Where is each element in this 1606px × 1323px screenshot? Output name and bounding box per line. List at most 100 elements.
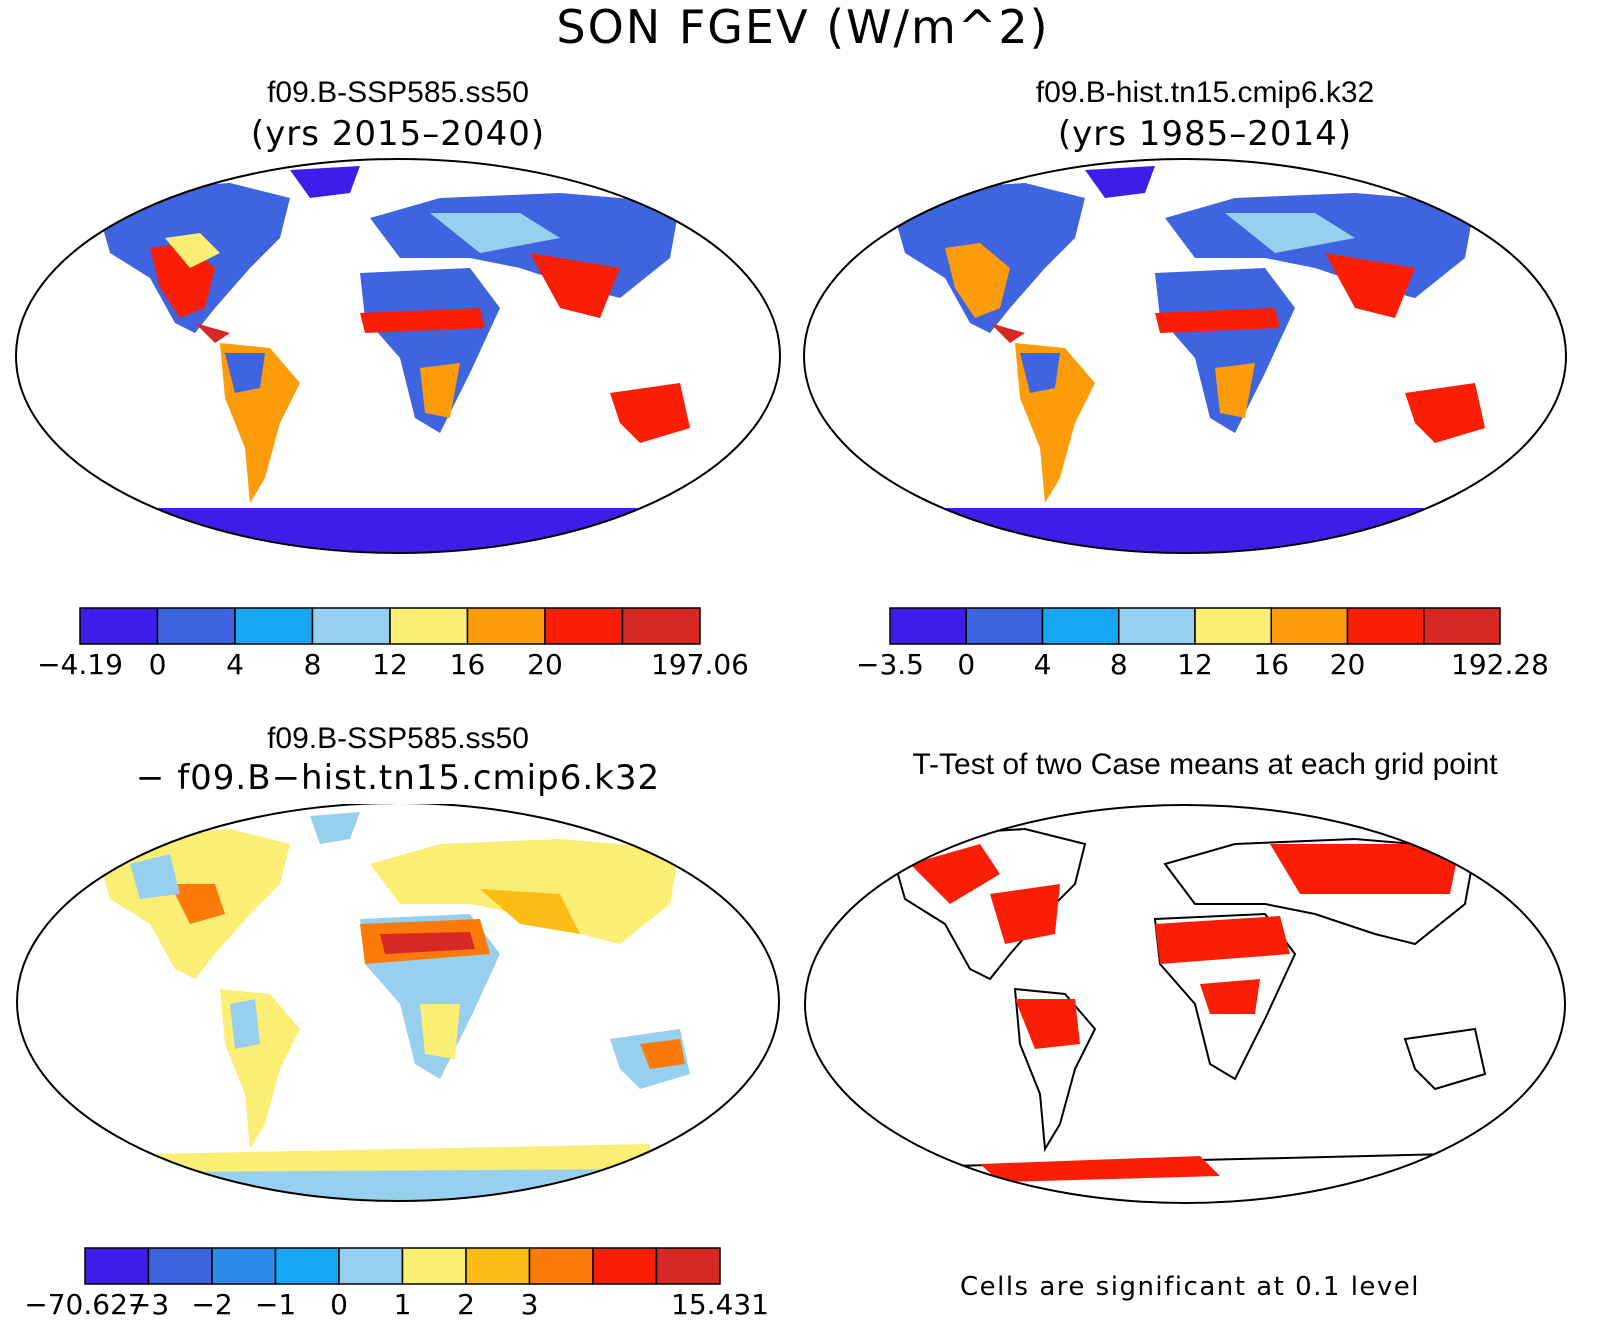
- map-panel-4: [804, 804, 1566, 1204]
- colorbar-swatch: [592, 1247, 658, 1285]
- colorbar-panel-2: −3.5 0 4 8 12 16 20 192.28: [856, 607, 1549, 681]
- land-sahel: [1155, 308, 1280, 333]
- land-central-america: [195, 323, 230, 343]
- colorbar-tick-label: 20: [1330, 648, 1366, 681]
- colorbar-swatch: [1423, 607, 1501, 645]
- colorbar-swatch: [84, 1247, 150, 1285]
- colorbar-tick-label: 12: [372, 648, 408, 681]
- colorbar-swatch: [544, 607, 624, 645]
- colorbar-tick-label: 0: [149, 648, 167, 681]
- colorbar-swatch: [1346, 607, 1425, 645]
- land-sahel: [360, 308, 485, 333]
- colorbar-tick-label: 2: [457, 1288, 475, 1321]
- colorbar-swatch: [1118, 607, 1196, 645]
- map-boundary: [804, 804, 1566, 1204]
- land-antarctica: [100, 508, 700, 553]
- panel-2-subtitle: (yrs 1985–2014): [1057, 114, 1353, 154]
- land-amazon: [1020, 353, 1060, 393]
- land-australia: [1405, 383, 1485, 443]
- sig-antarctica: [980, 1156, 1220, 1182]
- land-antarctica-coast: [150, 1144, 650, 1172]
- colorbar-tick-label: 15.431: [671, 1288, 769, 1321]
- panel-3-subtitle: − f09.B−hist.tn15.cmip6.k32: [135, 758, 661, 798]
- colorbar-panel-3: −70.627−3 −2 −1 0 1 2 3 15.431: [24, 1247, 769, 1321]
- colorbar-tick-label: 192.28: [1451, 648, 1549, 681]
- panel-2-title: f09.B-hist.tn15.cmip6.k32: [1035, 76, 1375, 109]
- colorbar-swatch: [311, 607, 391, 645]
- colorbar-swatch: [211, 1247, 277, 1285]
- map-panel-1: [15, 158, 781, 554]
- colorbar-swatch: [621, 607, 701, 645]
- colorbar-swatch: [465, 1247, 531, 1285]
- panel-4-title: T-Test of two Case means at each grid po…: [912, 748, 1498, 781]
- land-amazon: [225, 353, 265, 393]
- sig-north-america-north: [910, 844, 1000, 904]
- land-australia-warm: [640, 1039, 685, 1069]
- colorbar-swatch: [1270, 607, 1349, 645]
- sig-siberia: [1270, 844, 1460, 894]
- colorbar-tick-label: 8: [1110, 648, 1128, 681]
- colorbar-swatch: [1041, 607, 1120, 645]
- land-southern-africa: [1215, 363, 1255, 418]
- colorbar-swatch: [147, 1247, 213, 1285]
- land-southern-africa: [420, 363, 460, 418]
- colorbar-swatch: [528, 1247, 594, 1285]
- colorbar-tick-label: 16: [450, 648, 486, 681]
- colorbar-swatch: [234, 607, 314, 645]
- colorbar-tick-label: −4.19: [37, 648, 123, 681]
- colorbar-panel-1: −4.19 0 4 8 12 16 20 197.06: [37, 607, 749, 681]
- colorbar-swatch: [389, 607, 469, 645]
- colorbar-tick-label: 4: [1034, 648, 1052, 681]
- sig-central-africa: [1200, 979, 1260, 1014]
- significance-note: Cells are significant at 0.1 level: [959, 1272, 1421, 1302]
- land-australia: [610, 383, 690, 443]
- land-antarctica: [895, 508, 1495, 553]
- land-central-america: [990, 323, 1025, 343]
- land-south-america-cool: [230, 999, 260, 1049]
- land-greenland: [1085, 166, 1155, 198]
- colorbar-swatch: [1194, 607, 1272, 645]
- land-north-america-cool: [130, 854, 180, 899]
- land-middle-east: [480, 889, 580, 934]
- land-eurasia: [370, 839, 680, 944]
- map-panel-3: [16, 804, 780, 1202]
- colorbar-tick-label: 3: [521, 1288, 539, 1321]
- colorbar-tick-label: 12: [1177, 648, 1213, 681]
- map-boundary: [16, 804, 780, 1202]
- colorbar-tick-label: 1: [394, 1288, 412, 1321]
- land-eurasia-mid: [430, 213, 560, 253]
- colorbar-tick-label: 20: [527, 648, 563, 681]
- panel-1-subtitle: (yrs 2015–2040): [250, 114, 546, 154]
- colorbar-tick-label: −2: [191, 1288, 232, 1321]
- land-south-asia: [530, 253, 620, 318]
- colorbar-swatch: [655, 1247, 721, 1285]
- colorbar-tick-label: −70.627: [24, 1288, 145, 1321]
- sig-north-america-east: [990, 884, 1060, 944]
- map-boundary: [803, 158, 1567, 554]
- figure-title: SON FGEV (W/m^2): [556, 0, 1050, 54]
- land-greenland: [310, 812, 360, 844]
- colorbar-tick-label: 197.06: [651, 648, 749, 681]
- land-eurasia-mid: [1225, 213, 1355, 253]
- colorbar-tick-label: −3.5: [856, 648, 924, 681]
- land-north-america-warm: [945, 243, 1010, 318]
- sig-sahara: [1155, 916, 1290, 964]
- colorbar-swatch: [889, 607, 967, 645]
- land-southern-africa: [420, 1004, 460, 1059]
- land-sahel: [380, 932, 475, 954]
- colorbar-tick-label: 8: [304, 648, 322, 681]
- colorbar-swatch: [274, 1247, 340, 1285]
- colorbar-tick-label: −3: [128, 1288, 169, 1321]
- colorbar-tick-label: 16: [1253, 648, 1289, 681]
- colorbar-swatch: [401, 1247, 467, 1285]
- colorbar-tick-label: 0: [957, 648, 975, 681]
- colorbar-swatch: [965, 607, 1044, 645]
- land-greenland: [290, 166, 360, 198]
- colorbar-tick-label: −1: [255, 1288, 296, 1321]
- map-boundary: [15, 158, 781, 554]
- panel-3-title: f09.B-SSP585.ss50: [267, 722, 529, 755]
- land-south-asia: [1325, 253, 1415, 318]
- coastline-eurasia: [1163, 837, 1477, 946]
- colorbar-tick-label: 0: [330, 1288, 348, 1321]
- coastline-australia: [1403, 1027, 1487, 1091]
